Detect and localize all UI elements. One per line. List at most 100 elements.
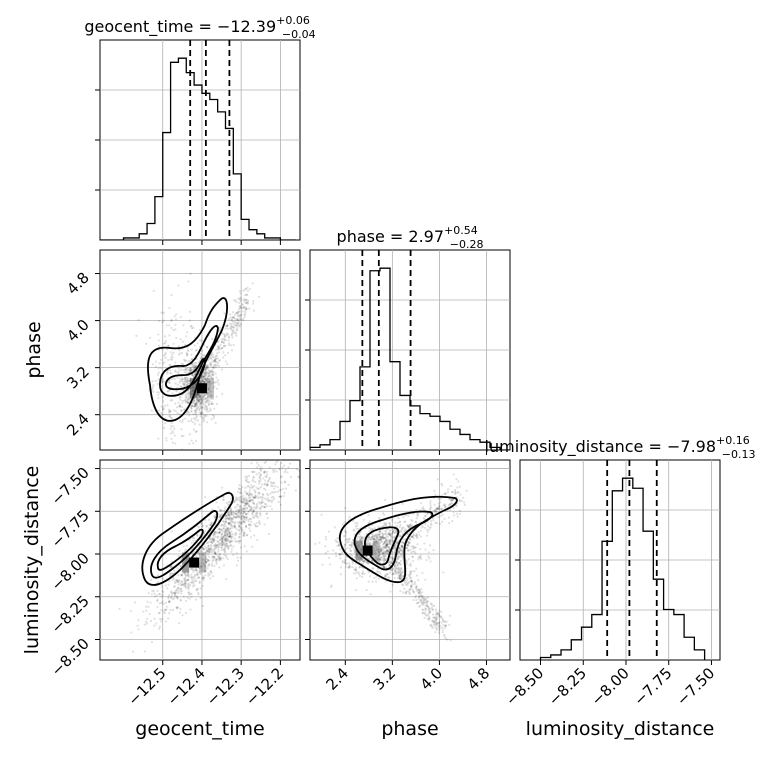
scatter-point	[371, 580, 374, 583]
scatter-point	[408, 538, 412, 541]
scatter-point	[176, 580, 179, 583]
scatter-point	[228, 517, 231, 521]
scatter-point	[367, 542, 371, 545]
scatter-point	[387, 542, 390, 546]
scatter-point	[383, 566, 386, 569]
scatter-point	[231, 328, 234, 332]
scatter-point	[346, 539, 349, 542]
scatter-point	[463, 503, 466, 507]
scatter-point	[245, 301, 248, 305]
scatter-point	[398, 567, 401, 570]
scatter-point	[234, 317, 237, 320]
scatter-point	[223, 550, 226, 553]
scatter-point	[215, 348, 218, 351]
scatter-point	[238, 325, 241, 328]
scatter-point	[407, 558, 411, 561]
scatter-point	[384, 536, 387, 540]
scatter-point	[222, 341, 225, 344]
ylabel-phase: phase	[23, 321, 45, 378]
scatter-point	[440, 616, 443, 620]
scatter-point	[414, 594, 418, 597]
scatter-point	[232, 545, 235, 548]
scatter-point	[171, 572, 174, 575]
scatter-point	[408, 526, 411, 529]
scatter-point	[187, 382, 190, 385]
scatter-point	[238, 526, 241, 529]
scatter-point	[379, 556, 383, 559]
scatter-point	[201, 406, 204, 409]
scatter-point	[400, 574, 403, 578]
scatter-point	[395, 562, 398, 565]
scatter-point	[209, 409, 212, 412]
scatter-point	[200, 379, 203, 382]
scatter-point	[181, 421, 184, 424]
scatter-point	[384, 522, 387, 525]
scatter-point	[203, 373, 206, 376]
scatter-point	[220, 532, 224, 535]
scatter-point	[348, 565, 351, 569]
scatter-point	[234, 332, 238, 335]
scatter-point	[206, 372, 209, 375]
scatter-point	[242, 519, 245, 522]
scatter-point	[440, 621, 443, 624]
scatter-point	[397, 563, 400, 567]
scatter-point	[223, 333, 227, 336]
scatter-point	[204, 374, 207, 377]
scatter-point	[246, 480, 249, 484]
scatter-point	[217, 348, 220, 351]
scatter-point	[187, 397, 190, 400]
scatter-point	[225, 501, 228, 504]
scatter-point	[202, 376, 205, 379]
scatter-point	[205, 405, 208, 408]
scatter-point	[334, 538, 337, 542]
scatter-point	[263, 505, 266, 509]
scatter-point	[199, 412, 202, 416]
scatter-point	[150, 593, 153, 596]
scatter-point	[239, 317, 242, 320]
scatter-point	[407, 526, 410, 529]
scatter-point	[205, 379, 208, 383]
scatter-point	[277, 500, 280, 504]
scatter-point	[389, 529, 392, 532]
scatter-point	[253, 522, 256, 526]
scatter-point	[151, 388, 154, 391]
scatter-point	[228, 541, 231, 544]
scatter-point	[226, 527, 229, 530]
scatter-point	[441, 513, 444, 516]
scatter-point	[198, 581, 201, 585]
scatter-point	[194, 416, 198, 419]
scatter-point	[235, 300, 238, 304]
scatter-point	[244, 301, 247, 304]
scatter-point	[446, 491, 450, 494]
scatter-point	[239, 505, 242, 509]
scatter-point	[208, 375, 211, 378]
scatter-point	[398, 577, 401, 580]
scatter-point	[221, 543, 224, 546]
scatter-point	[359, 538, 362, 541]
scatter-point	[212, 364, 215, 367]
scatter-point	[232, 521, 235, 524]
scatter-point	[241, 528, 244, 531]
scatter-point	[380, 536, 383, 540]
scatter-point	[172, 425, 175, 428]
scatter-point	[219, 538, 222, 542]
scatter-point	[258, 507, 261, 510]
scatter-point	[409, 588, 412, 591]
scatter-point	[349, 565, 352, 568]
scatter-point	[184, 582, 187, 585]
scatter-point	[399, 570, 402, 573]
scatter-point	[234, 331, 237, 334]
scatter-point	[158, 593, 161, 596]
scatter-point	[247, 510, 250, 513]
scatter-point	[419, 547, 422, 551]
scatter-point	[420, 526, 423, 529]
scatter-point	[400, 575, 404, 578]
scatter-point	[416, 537, 419, 540]
scatter-point	[277, 444, 279, 446]
contours-luminosity-distance-vs-geocent-time	[141, 492, 234, 586]
scatter-point	[395, 565, 398, 568]
scatter-point	[318, 541, 321, 544]
scatter-point	[208, 369, 211, 372]
scatter-point	[197, 396, 200, 399]
scatter-point	[409, 523, 412, 526]
